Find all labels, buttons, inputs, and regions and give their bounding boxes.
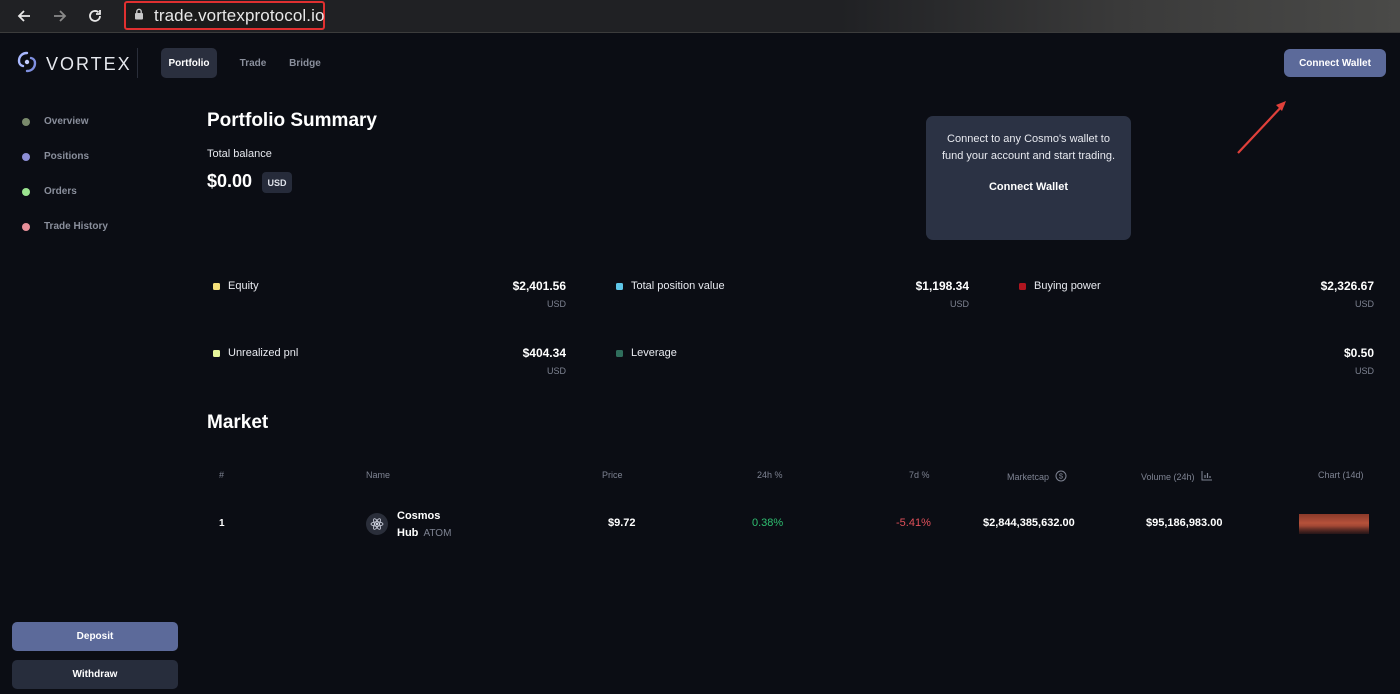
- column-header-chart: Chart (14d): [1318, 470, 1364, 480]
- svg-text:$: $: [1059, 472, 1064, 481]
- column-header-volume[interactable]: Volume (24h): [1141, 470, 1213, 483]
- stat-unrealized-pnl-value: $404.34: [522, 346, 566, 360]
- back-arrow-icon[interactable]: [12, 4, 36, 28]
- page-title: Portfolio Summary: [207, 110, 377, 131]
- sparkline-fade: [1299, 526, 1369, 536]
- connect-wallet-button[interactable]: Connect Wallet: [1284, 49, 1386, 77]
- column-header-rank: #: [219, 470, 225, 480]
- pnl-marker-icon: [213, 349, 220, 357]
- stat-label-text: Equity: [228, 280, 259, 292]
- nav-divider: [137, 48, 138, 78]
- stat-equity-label: Equity: [213, 280, 259, 292]
- sidebar-item-label: Overview: [44, 116, 89, 127]
- vortex-logo[interactable]: VORTEX: [16, 51, 132, 78]
- cosmos-atom-icon: [366, 513, 388, 535]
- annotation-arrow-icon: [1237, 101, 1286, 154]
- column-header-24h[interactable]: 24h %: [757, 470, 783, 480]
- stat-label-text: Leverage: [631, 347, 677, 359]
- sidebar-item-label: Trade History: [44, 221, 108, 232]
- coin-volume: $95,186,983.00: [1146, 517, 1223, 529]
- stat-position-unit: USD: [949, 299, 969, 309]
- withdraw-button[interactable]: Withdraw: [12, 660, 178, 689]
- currency-badge: USD: [262, 172, 292, 193]
- market-title: Market: [207, 412, 269, 433]
- deposit-button[interactable]: Deposit: [12, 622, 178, 651]
- stat-label-text: Buying power: [1034, 280, 1101, 292]
- stat-leverage-label: Leverage: [616, 347, 677, 359]
- column-header-price[interactable]: Price: [602, 470, 623, 480]
- coin-price: $9.72: [608, 517, 636, 529]
- stat-leverage-unit: USD: [1354, 366, 1374, 376]
- positions-dot-icon: [22, 152, 30, 161]
- leverage-marker-icon: [616, 349, 623, 357]
- popover-message: Connect to any Cosmo's wallet to fund yo…: [941, 133, 1116, 162]
- coin-change-7d: -5.41%: [896, 517, 931, 529]
- tab-portfolio[interactable]: Portfolio: [161, 48, 217, 78]
- sidebar-item-label: Orders: [44, 186, 77, 197]
- popover-connect-wallet-button[interactable]: Connect Wallet: [988, 181, 1069, 193]
- column-header-name: Name: [366, 470, 391, 480]
- orders-dot-icon: [22, 187, 30, 196]
- coin-name-line2: Hub ATOM: [397, 527, 451, 539]
- coin-name-line1: Cosmos: [397, 510, 441, 522]
- sidebar-item-overview[interactable]: Overview: [22, 116, 88, 127]
- stat-equity-value: $2,401.56: [512, 279, 566, 293]
- marketcap-header-label: Marketcap: [1007, 472, 1050, 482]
- stat-buying-power-unit: USD: [1354, 299, 1374, 309]
- lock-icon: [134, 7, 144, 25]
- stat-equity-unit: USD: [546, 299, 566, 309]
- column-header-7d[interactable]: 7d %: [909, 470, 930, 480]
- tab-trade[interactable]: Trade: [239, 57, 267, 69]
- stat-label-text: Unrealized pnl: [228, 347, 299, 359]
- total-balance-label: Total balance: [207, 148, 272, 160]
- position-marker-icon: [616, 282, 623, 290]
- coin-marketcap: $2,844,385,632.00: [983, 517, 1075, 529]
- reload-icon[interactable]: [83, 4, 107, 28]
- browser-toolbar: trade.vortexprotocol.io: [0, 0, 1400, 33]
- brand-name: VORTEX: [46, 54, 132, 74]
- sidebar-item-label: Positions: [44, 151, 90, 162]
- stat-label-text: Total position value: [631, 280, 725, 292]
- column-header-marketcap[interactable]: Marketcap $: [1007, 470, 1067, 484]
- overview-dot-icon: [22, 117, 30, 126]
- forward-arrow-icon[interactable]: [48, 4, 72, 28]
- sidebar-item-orders[interactable]: Orders: [22, 186, 77, 197]
- row-rank: 1: [219, 518, 225, 529]
- coin-symbol: ATOM: [423, 528, 452, 539]
- stat-buying-power-label: Buying power: [1019, 280, 1101, 292]
- address-bar[interactable]: trade.vortexprotocol.io: [124, 1, 325, 30]
- dollar-circle-icon: $: [1055, 470, 1067, 484]
- stat-buying-power-value: $2,326.67: [1320, 279, 1374, 293]
- url-text: trade.vortexprotocol.io: [154, 5, 325, 25]
- stat-unrealized-pnl-label: Unrealized pnl: [213, 347, 298, 359]
- volume-header-label: Volume (24h): [1141, 471, 1195, 482]
- connect-wallet-popover: Connect to any Cosmo's wallet to fund yo…: [926, 116, 1131, 240]
- sidebar-item-trade-history[interactable]: Trade History: [22, 221, 108, 232]
- stat-unrealized-pnl-unit: USD: [546, 366, 566, 376]
- trade-history-dot-icon: [22, 222, 30, 231]
- bar-chart-icon: [1201, 470, 1213, 483]
- tab-bridge[interactable]: Bridge: [289, 57, 321, 69]
- sidebar-item-positions[interactable]: Positions: [22, 151, 89, 162]
- equity-marker-icon: [213, 282, 220, 290]
- top-navigation: VORTEX Portfolio Trade Bridge Connect Wa…: [0, 33, 1400, 95]
- vortex-logo-icon: [16, 51, 38, 78]
- buying-power-marker-icon: [1019, 282, 1026, 290]
- stat-leverage-value: $0.50: [1343, 346, 1374, 360]
- stat-position-label: Total position value: [616, 280, 725, 292]
- coin-change-24h: 0.38%: [752, 517, 784, 529]
- stat-position-value: $1,198.34: [915, 279, 969, 293]
- total-balance-value: $0.00: [207, 171, 253, 191]
- coin-name-hub: Hub: [397, 527, 419, 539]
